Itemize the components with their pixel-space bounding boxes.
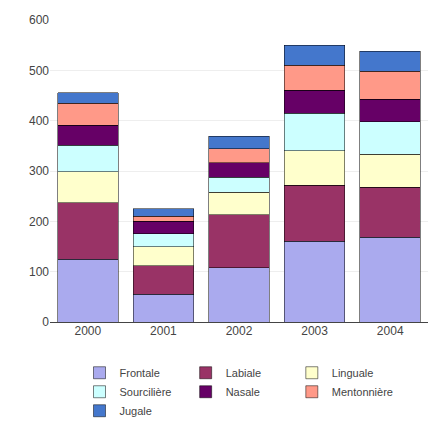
svg-text:100: 100 <box>29 265 49 279</box>
svg-text:2002: 2002 <box>226 324 253 338</box>
svg-text:400: 400 <box>29 114 49 128</box>
svg-text:200: 200 <box>29 215 49 229</box>
svg-text:Nasale: Nasale <box>226 386 260 398</box>
svg-text:2000: 2000 <box>74 324 101 338</box>
svg-text:Labiale: Labiale <box>226 367 261 379</box>
svg-text:600: 600 <box>29 13 49 27</box>
svg-text:Jugale: Jugale <box>120 405 152 417</box>
svg-text:300: 300 <box>29 164 49 178</box>
svg-text:500: 500 <box>29 64 49 78</box>
svg-text:0: 0 <box>42 315 49 329</box>
svg-text:2003: 2003 <box>301 324 328 338</box>
svg-text:Sourcilière: Sourcilière <box>120 386 172 398</box>
svg-text:2001: 2001 <box>150 324 177 338</box>
svg-text:Linguale: Linguale <box>332 367 374 379</box>
svg-text:2004: 2004 <box>377 324 404 338</box>
svg-text:Frontale: Frontale <box>120 367 160 379</box>
svg-text:Mentonnière: Mentonnière <box>332 386 393 398</box>
